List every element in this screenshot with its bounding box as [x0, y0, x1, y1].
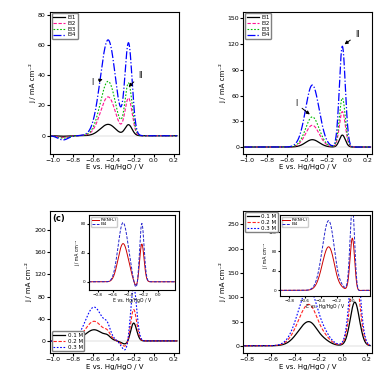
Text: I: I: [91, 78, 102, 87]
Text: (c): (c): [52, 213, 65, 223]
Legend: El1, El2, El3, El4: El1, El2, El3, El4: [245, 13, 271, 39]
Legend: 0.1 M, 0.2 M, 0.3 M: 0.1 M, 0.2 M, 0.3 M: [245, 213, 278, 232]
Legend: El1, El2, El3, El4: El1, El2, El3, El4: [51, 13, 78, 39]
X-axis label: E vs. Hg/HgO / V: E vs. Hg/HgO / V: [86, 364, 143, 370]
Legend: 0.1 M, 0.2 M, 0.3 M: 0.1 M, 0.2 M, 0.3 M: [51, 331, 84, 352]
X-axis label: E vs. Hg/HgO / V: E vs. Hg/HgO / V: [279, 165, 337, 170]
X-axis label: E vs. Hg/HgO / V: E vs. Hg/HgO / V: [279, 364, 337, 370]
Text: (b): (b): [245, 14, 259, 23]
Text: (a): (a): [52, 15, 65, 24]
Text: II: II: [345, 30, 360, 44]
Text: (d): (d): [245, 213, 258, 222]
Y-axis label: j / mA cm⁻²: j / mA cm⁻²: [26, 262, 33, 302]
Y-axis label: j / mA cm⁻²: j / mA cm⁻²: [219, 262, 226, 302]
Y-axis label: j / mA cm⁻²: j / mA cm⁻²: [219, 63, 226, 103]
Text: I: I: [295, 99, 309, 114]
X-axis label: E vs. Hg/HgO / V: E vs. Hg/HgO / V: [86, 165, 143, 170]
Text: II: II: [129, 71, 143, 86]
Y-axis label: j / mA cm⁻²: j / mA cm⁻²: [30, 63, 36, 103]
